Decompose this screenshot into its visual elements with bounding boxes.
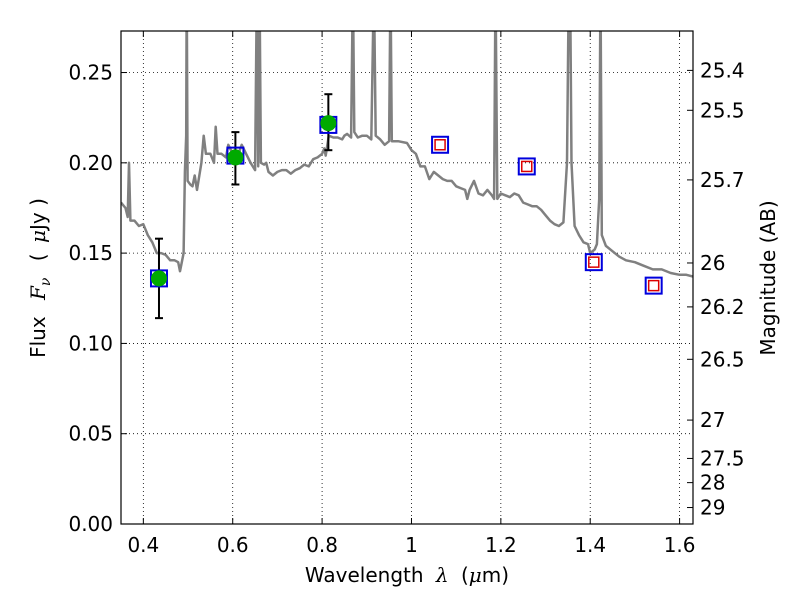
y2-tick-label: 27	[700, 408, 725, 432]
y2-tick-label: 25.7	[700, 168, 745, 192]
x-tick-label: 1	[405, 533, 418, 557]
x-axis-title: Wavelength λ (μm)	[305, 563, 509, 587]
error-bars	[154, 93, 333, 320]
y2-tick-label: 26.5	[700, 347, 745, 371]
y2-axis-title: Magnitude (AB)	[756, 200, 780, 355]
y-tick-label: 0.10	[68, 331, 113, 355]
y-axis-title: Flux Fν ( μJy )	[26, 198, 55, 358]
y2-tick-label: 25.4	[700, 58, 745, 82]
predicted-square-outer	[584, 253, 603, 272]
y-tick-label: 0.00	[68, 512, 113, 536]
y2-tick-label: 25.5	[700, 98, 745, 122]
y-tick-label: 0.05	[68, 422, 113, 446]
x-tick-label: 1.6	[664, 533, 696, 557]
y2-tick-label: 26	[700, 251, 725, 275]
ticks	[121, 31, 693, 525]
spectrum-line	[121, 31, 693, 278]
predicted-square-inner	[434, 139, 446, 151]
y2-tick-label: 28	[700, 471, 725, 495]
markers	[149, 115, 663, 295]
spectrum-series	[121, 31, 693, 278]
predicted-square-outer	[644, 276, 663, 295]
predicted-square-inner	[588, 256, 600, 268]
y-tick-label: 0.15	[68, 241, 113, 265]
plot-frame	[120, 30, 694, 525]
predicted-square-inner	[521, 160, 533, 173]
y2-tick-label: 27.5	[700, 446, 745, 470]
y-tick-label: 0.25	[68, 61, 113, 85]
observed-point	[150, 270, 167, 287]
y-tick-label: 0.20	[68, 151, 113, 175]
x-tick-label: 0.8	[306, 533, 338, 557]
predicted-square-inner	[647, 279, 660, 292]
x-tick-labels: 0.4 0.6 0.8 1 1.2 1.4 1.6	[127, 533, 695, 557]
y2-tick-label: 29	[700, 496, 725, 520]
predicted-square-outer	[431, 135, 450, 154]
grid	[121, 31, 693, 525]
y2-tick-label: 26.2	[700, 295, 745, 319]
x-tick-label: 0.4	[127, 533, 159, 557]
x-tick-label: 1.4	[574, 533, 606, 557]
x-tick-label: 0.6	[217, 533, 249, 557]
x-tick-label: 1.2	[485, 533, 517, 557]
observed-point	[320, 115, 337, 132]
observed-point	[227, 149, 244, 166]
y-tick-labels: 0.00 0.05 0.10 0.15 0.20 0.25	[68, 61, 113, 536]
predicted-square-outer	[517, 157, 536, 176]
